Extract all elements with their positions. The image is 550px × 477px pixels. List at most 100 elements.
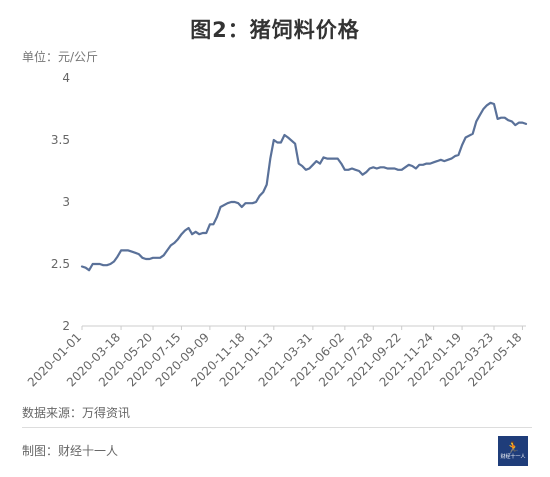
chart-credit: 制图：财经十一人 xyxy=(22,444,119,458)
data-point xyxy=(493,103,495,105)
data-point xyxy=(387,168,389,170)
y-tick-label: 3.5 xyxy=(51,133,70,147)
data-point xyxy=(323,157,325,159)
data-point xyxy=(92,263,94,265)
data-point xyxy=(500,117,502,119)
unit-label: 单位：元/公斤 xyxy=(22,50,99,64)
data-point xyxy=(198,233,200,235)
data-point xyxy=(333,158,335,160)
data-point xyxy=(209,224,211,226)
data-point xyxy=(408,164,410,166)
runner-icon: 🏃 xyxy=(505,440,521,455)
data-point xyxy=(390,168,392,170)
data-point xyxy=(397,169,399,171)
y-tick-label: 2 xyxy=(62,319,70,333)
data-point xyxy=(326,158,328,160)
data-point xyxy=(419,164,421,166)
data-point xyxy=(447,159,449,161)
data-point xyxy=(191,233,193,235)
data-point xyxy=(170,245,172,247)
data-point xyxy=(184,230,186,232)
data-point xyxy=(174,242,176,244)
data-point xyxy=(245,202,247,204)
data-point xyxy=(479,114,481,116)
data-point xyxy=(145,258,147,260)
data-point xyxy=(362,174,364,176)
data-point xyxy=(348,169,350,171)
data-point xyxy=(486,105,488,107)
data-point xyxy=(341,163,343,165)
data-point xyxy=(138,253,140,255)
data-point xyxy=(401,169,403,171)
data-point xyxy=(351,168,353,170)
data-point xyxy=(202,232,204,234)
data-point xyxy=(238,202,240,204)
data-point xyxy=(355,169,357,171)
data-point xyxy=(301,165,303,167)
data-point xyxy=(522,122,524,124)
data-point xyxy=(412,165,414,167)
data-point xyxy=(451,158,453,160)
data-point xyxy=(404,167,406,169)
footer-divider xyxy=(22,427,532,428)
data-point xyxy=(344,169,346,171)
data-point xyxy=(458,154,460,156)
brand-logo: 🏃 财经十一人 xyxy=(498,436,528,466)
data-point xyxy=(273,139,275,141)
data-point xyxy=(110,263,112,265)
data-point xyxy=(422,164,424,166)
data-point xyxy=(316,160,318,162)
data-point xyxy=(270,158,272,160)
data-point xyxy=(131,251,133,253)
data-point xyxy=(319,163,321,165)
data-point xyxy=(266,184,268,186)
data-point xyxy=(227,202,229,204)
data-point xyxy=(277,142,279,144)
data-point xyxy=(149,258,151,260)
data-point xyxy=(365,171,367,173)
data-point xyxy=(461,144,463,146)
y-tick-label: 3 xyxy=(62,195,70,209)
data-point xyxy=(255,201,257,203)
data-point xyxy=(415,168,417,170)
data-point xyxy=(81,266,83,268)
data-point xyxy=(177,238,179,240)
data-point xyxy=(497,118,499,120)
data-point xyxy=(156,257,158,259)
chart-title: 图2：猪饲料价格 xyxy=(190,18,360,42)
data-point xyxy=(330,158,332,160)
data-point xyxy=(294,143,296,145)
data-point xyxy=(436,160,438,162)
data-point xyxy=(124,250,126,252)
data-point xyxy=(85,267,87,269)
data-source: 数据来源：万得资讯 xyxy=(22,406,131,420)
data-point xyxy=(525,123,527,125)
data-point xyxy=(472,133,474,135)
data-point xyxy=(312,164,314,166)
data-point xyxy=(135,252,137,254)
data-point xyxy=(394,168,396,170)
data-point xyxy=(252,202,254,204)
data-point xyxy=(220,206,222,208)
data-point xyxy=(241,206,243,208)
data-point xyxy=(206,232,208,234)
data-point xyxy=(88,269,90,271)
data-point xyxy=(259,195,261,197)
data-point xyxy=(376,168,378,170)
data-point xyxy=(213,224,215,226)
data-point xyxy=(103,264,105,266)
data-point xyxy=(120,250,122,252)
data-point xyxy=(454,155,456,157)
data-point xyxy=(515,124,517,126)
data-point xyxy=(305,169,307,171)
data-point xyxy=(287,137,289,139)
data-point xyxy=(230,201,232,203)
data-point xyxy=(504,117,506,119)
data-point xyxy=(490,102,492,104)
data-point xyxy=(280,142,282,144)
y-tick-label: 2.5 xyxy=(51,257,70,271)
logo-text: 财经十一人 xyxy=(500,453,526,460)
data-point xyxy=(262,191,264,193)
y-tick-label: 4 xyxy=(62,71,70,85)
data-point xyxy=(358,170,360,172)
